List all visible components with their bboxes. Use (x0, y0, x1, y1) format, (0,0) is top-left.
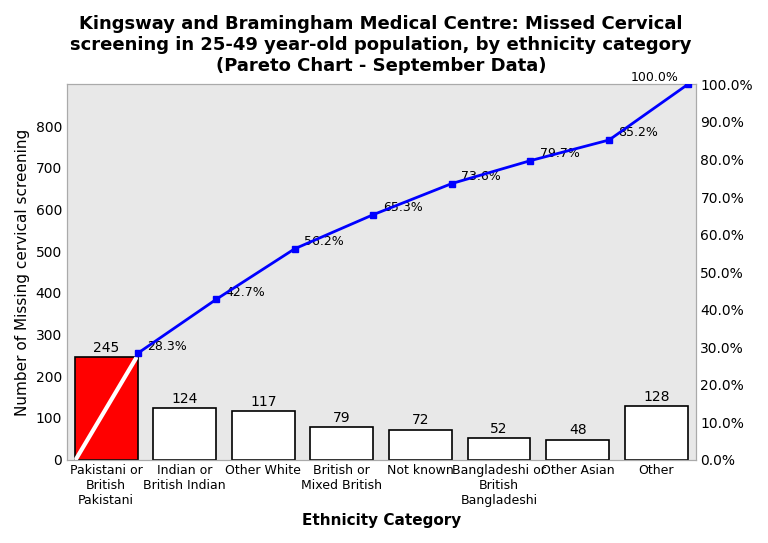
Text: 245: 245 (93, 342, 119, 355)
Text: 73.6%: 73.6% (462, 170, 501, 183)
Y-axis label: Number of Missing cervical screening: Number of Missing cervical screening (15, 128, 30, 415)
Text: 100.0%: 100.0% (631, 71, 678, 84)
Bar (546, 440, 609, 459)
Text: 117: 117 (250, 395, 276, 409)
Bar (625, 406, 687, 459)
Text: 128: 128 (643, 390, 670, 404)
Text: 85.2%: 85.2% (618, 127, 658, 139)
Bar (232, 411, 295, 459)
Bar (468, 438, 531, 459)
Text: 28.3%: 28.3% (147, 340, 187, 353)
X-axis label: Ethnicity Category: Ethnicity Category (302, 513, 461, 528)
Text: 65.3%: 65.3% (382, 201, 422, 214)
Bar (389, 430, 452, 459)
Title: Kingsway and Bramingham Medical Centre: Missed Cervical
screening in 25-49 year-: Kingsway and Bramingham Medical Centre: … (71, 15, 692, 74)
Text: 72: 72 (412, 413, 429, 427)
Text: 42.7%: 42.7% (226, 286, 265, 299)
Text: 79: 79 (333, 411, 351, 425)
Text: 124: 124 (171, 392, 198, 406)
Text: 56.2%: 56.2% (304, 235, 344, 248)
Text: 52: 52 (490, 422, 508, 436)
Bar (154, 408, 216, 459)
Text: 48: 48 (569, 424, 587, 438)
Bar (74, 357, 137, 459)
Bar (310, 427, 373, 459)
Text: 79.7%: 79.7% (540, 147, 580, 160)
